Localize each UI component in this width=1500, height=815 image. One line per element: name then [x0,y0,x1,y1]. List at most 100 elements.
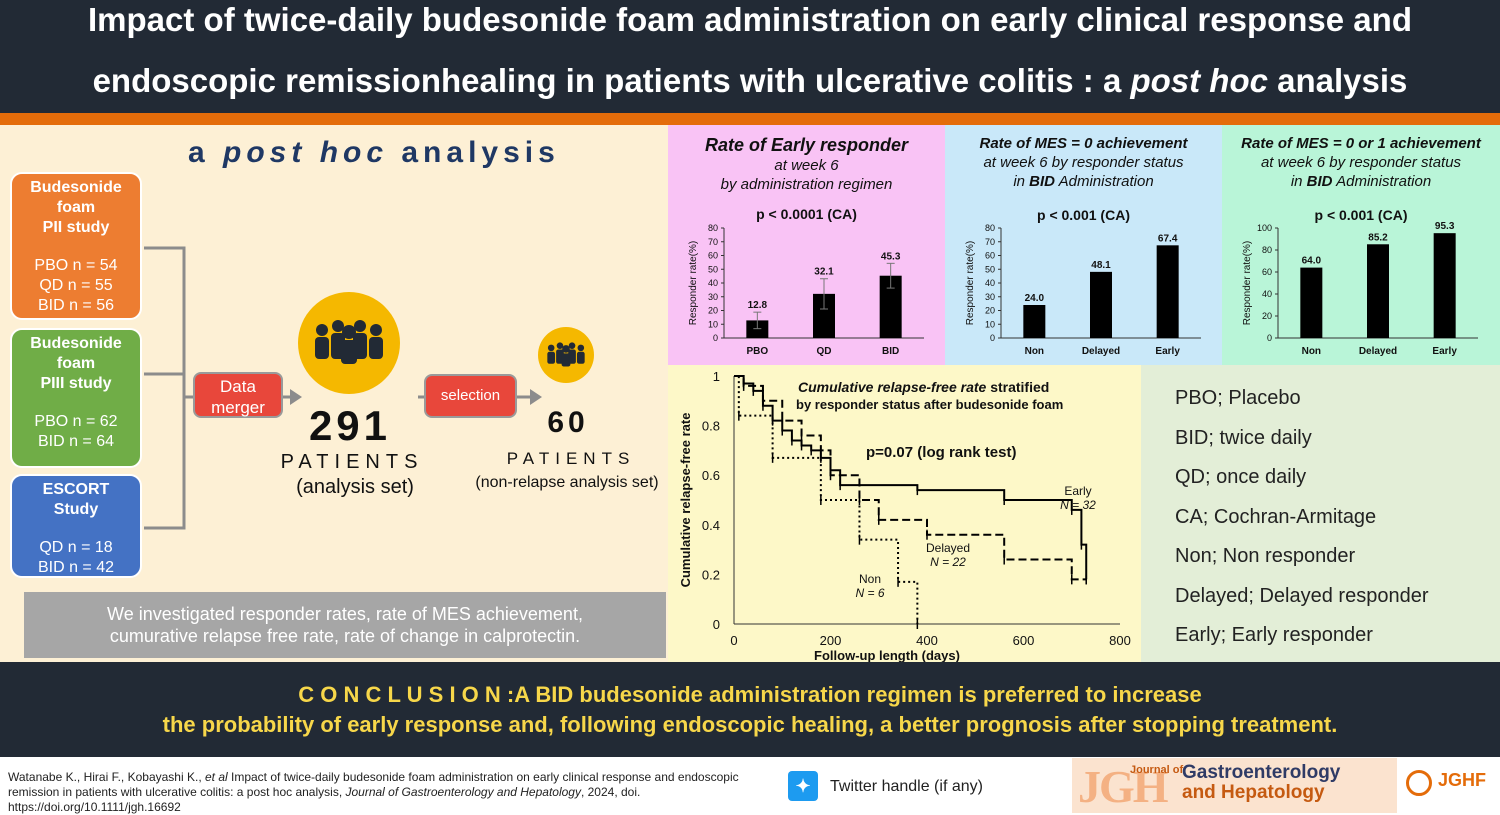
citation-authors: Watanabe K., Hirai F., Kobayashi K., [8,770,205,784]
early-responder-chart: Rate of Early responder at week 6 by admin… [668,125,945,365]
chart-subtitle-part: BID [1029,173,1056,190]
bar-chart-svg: 0 10 20 30 40 50 60 70 80 Responder rate(%) 24.0 No… [965,223,1201,357]
twitter-handle[interactable]: Twitter handle (if any) [830,778,983,795]
subset-patients-word: PATIENTS [506,449,636,468]
study-count-row: QD n = 55 [39,277,113,294]
total-patients-count: 291 [308,402,392,449]
journal-name-2: Gastroenterology [1182,762,1341,783]
data-label: 32.1 [814,267,834,278]
km-x-axis-label: Follow-up length (days) [814,648,960,662]
chart-title: Rate of MES = 0 or 1 achievement [1222,134,1500,153]
y-tick-label: 40 [985,278,995,288]
chart-subtitle-part: BID [1306,173,1333,190]
summary-line-1: We investigated responder rates, rate of… [107,604,583,624]
chart-p-value: p < 0.001 (CA) [1037,207,1130,223]
km-series-label: Non [859,572,881,586]
subset-patients-sub: (non-relapse analysis set) [475,474,659,491]
legend-item: CA; Cochran-Armitage [1175,505,1377,528]
km-y-tick-label: 0 [713,617,720,632]
km-title-line-2: by responder status after budesonide foa… [796,397,1063,412]
study-title-line: Budesonide [30,335,122,352]
conclusion-banner: C O N C L U S I O N :A BID budesonide ad… [0,662,1500,757]
journal-logo: JGH Journal of Gastroenterology and Hepa… [1072,758,1397,813]
title-line-2: endoscopic remissionhealing in patients … [0,62,1500,100]
abbreviation-legend: PBO; Placebo BID; twice daily QD; once dai… [1141,365,1500,662]
km-y-tick-label: 0.4 [702,518,720,533]
y-tick-label: 60 [985,251,995,261]
y-tick-label: 50 [708,264,718,274]
category-label: Early [1432,346,1457,357]
study-card-escort: ESCORT Study QD n = 18 BID n = 42 [10,474,142,578]
title-line-2-pre: endoscopic remissionhealing in patients … [92,62,1131,99]
data-label: 12.8 [748,300,768,311]
km-series-label: Delayed [926,541,970,555]
y-tick-label: 70 [985,237,995,247]
journal-mark: JGH [1078,761,1169,812]
twitter-icon[interactable]: ✦ [788,771,818,801]
citation-title: Impact of twice-daily budesonide foam ad… [8,770,739,799]
km-x-tick-label: 200 [820,633,842,648]
y-tick-label: 20 [708,306,718,316]
km-x-tick-label: 600 [1013,633,1035,648]
study-spacer [12,394,140,412]
y-axis-label: Responder rate(%) [688,241,699,325]
legend-item: QD; once daily [1175,466,1307,488]
y-tick-label: 20 [1262,311,1272,321]
y-tick-label: 60 [1262,267,1272,277]
subset-patients-count: 60 [547,406,589,439]
study-title-line: PII study [42,219,110,236]
y-tick-label: 0 [713,333,718,343]
group-people-icon-large [298,292,400,394]
chart-title-text: Rate of MES = 0 achievement [979,135,1188,152]
journal-name-1: Journal of [1130,764,1184,776]
data-label: 85.2 [1368,232,1388,243]
study-spacer [12,238,140,256]
y-tick-label: 80 [708,223,718,233]
merge-label-1: Data [220,377,256,396]
conclusion-line-2: the probability of early response and, f… [162,712,1338,737]
heading-italic: post hoc [223,136,389,169]
km-x-tick-label: 0 [730,633,737,648]
mes0-chart: Rate of MES = 0 achievement at week 6 by … [945,125,1222,365]
selection-box: selection [424,374,517,418]
category-label: Early [1155,346,1180,357]
category-label: Non [1025,346,1044,357]
data-label: 95.3 [1435,221,1455,232]
jghf-emblem-icon [1406,770,1432,796]
analysis-heading: a post hoc analysis [188,136,560,170]
bar [1090,271,1112,338]
y-tick-label: 80 [985,223,995,233]
y-axis-label: Responder rate(%) [965,241,976,325]
citation-journal: Journal of Gastroenterology and Hepatolo… [345,785,581,799]
bar [746,320,769,338]
km-y-tick-label: 0.2 [702,567,720,582]
heading-rest: analysis [401,136,560,169]
legend-item: PBO; Placebo [1175,387,1301,409]
y-tick-label: 80 [1262,245,1272,255]
study-count-row: PBO n = 62 [34,413,118,430]
journal-name-3: and Hepatology [1182,782,1325,803]
study-title-line: Study [53,501,99,518]
data-label: 48.1 [1091,260,1111,271]
km-x-tick-label: 400 [916,633,938,648]
y-tick-label: 40 [1262,289,1272,299]
y-tick-label: 40 [708,278,718,288]
study-count-row: BID n = 42 [37,559,115,576]
bar [813,293,835,338]
y-tick-label: 0 [990,333,995,343]
chart-title: Rate of Early responder [668,134,945,156]
study-title-line: foam [56,199,96,216]
data-label: 24.0 [1025,293,1045,304]
bar-chart-svg: 0 10 20 30 40 50 60 70 80 Responder rate(%) 12.8 PB… [688,223,924,357]
chart-subtitle-line: at week 6 by responder status [1260,154,1462,171]
citation-etal: et al [204,770,228,784]
chart-title-text: Rate of MES = 0 or 1 achievement [1241,135,1481,152]
header-stripe [0,113,1500,125]
km-title-bold: Cumulative relapse-free rate [798,379,987,395]
title-line-2-post: analysis [1267,62,1408,99]
jghf-logo: JGHF [1400,758,1500,813]
group-people-icon-small [538,327,594,383]
bar [1367,244,1389,338]
relapse-free-plot: 0 0.2 0.4 0.6 0.8 1 0 200 400 600 800 Follow-up len… [678,369,1131,663]
legend-item: Delayed; Delayed responder [1175,584,1429,607]
